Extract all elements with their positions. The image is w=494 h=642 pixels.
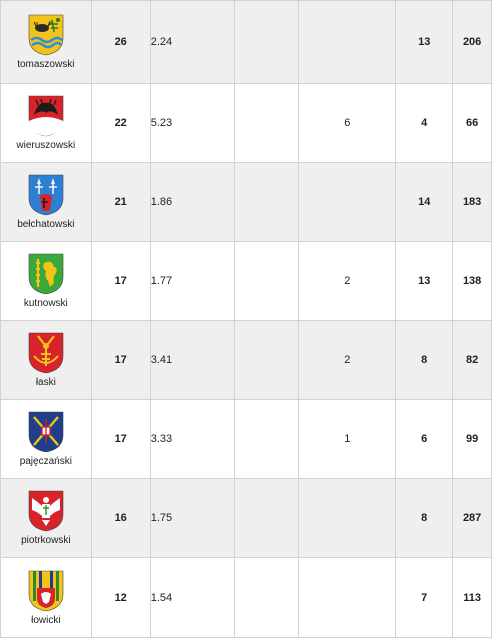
empty-cell [234, 241, 300, 321]
ratio-value: 2.24 [149, 0, 236, 84]
district-name: kutnowski [23, 298, 68, 309]
tomaszowski-coat-of-arms-icon [28, 14, 64, 56]
pink-value: 113 [452, 557, 492, 638]
red-value: 26 [90, 0, 151, 84]
kutnowski-coat-of-arms-icon [28, 253, 64, 295]
ratio-value: 5.23 [149, 83, 236, 163]
lowicki-coat-of-arms-icon [28, 570, 64, 611]
mid-value: 2 [298, 320, 397, 400]
empty-cell [234, 0, 300, 84]
table-row: tomaszowski 26 2.24 13 206 [0, 0, 492, 84]
district-cell: łaski [0, 320, 92, 400]
mid-value [298, 0, 397, 84]
district-cell: piotrkowski [0, 478, 92, 558]
empty-cell [234, 162, 300, 242]
mid-value [298, 557, 397, 638]
green-value: 8 [395, 320, 454, 400]
red-value: 17 [90, 241, 151, 321]
district-name: pajęczański [19, 456, 72, 467]
pink-value: 138 [452, 241, 492, 321]
table-row: kutnowski 17 1.77 2 13 138 [0, 241, 492, 321]
district-cell: wieruszowski [0, 83, 92, 163]
ratio-value: 3.33 [149, 399, 236, 479]
district-name: łaski [35, 377, 56, 388]
mid-value [298, 478, 397, 558]
district-name: łowicki [31, 614, 61, 626]
belchatowski-coat-of-arms-icon [28, 174, 64, 216]
red-value: 17 [90, 320, 151, 400]
district-cell: pajęczański [0, 399, 92, 479]
district-name: wieruszowski [16, 140, 76, 151]
pink-value: 99 [452, 399, 492, 479]
table-row: bełchatowski 21 1.86 14 183 [0, 162, 492, 242]
red-value: 22 [90, 83, 151, 163]
red-value: 17 [90, 399, 151, 479]
ratio-value: 1.75 [149, 478, 236, 558]
ratio-value: 1.54 [149, 557, 236, 638]
district-name: bełchatowski [17, 219, 75, 230]
table-row: łowicki 12 1.54 7 113 [0, 557, 492, 638]
mid-value: 1 [298, 399, 397, 479]
green-value: 8 [395, 478, 454, 558]
district-name: piotrkowski [21, 535, 71, 546]
district-cell: łowicki [0, 557, 92, 638]
green-value: 14 [395, 162, 454, 242]
red-value: 12 [90, 557, 151, 638]
pink-value: 82 [452, 320, 492, 400]
mid-value: 6 [298, 83, 397, 163]
table-row: łaski 17 3.41 2 8 82 [0, 320, 492, 400]
table-row: pajęczański 17 3.33 1 6 99 [0, 399, 492, 479]
piotrkowski-coat-of-arms-icon [28, 490, 64, 532]
mid-value: 2 [298, 241, 397, 321]
empty-cell [234, 320, 300, 400]
ratio-value: 1.86 [149, 162, 236, 242]
district-cell: kutnowski [0, 241, 92, 321]
red-value: 21 [90, 162, 151, 242]
green-value: 6 [395, 399, 454, 479]
ratio-value: 3.41 [149, 320, 236, 400]
empty-cell [234, 478, 300, 558]
mid-value [298, 162, 397, 242]
pink-value: 66 [452, 83, 492, 163]
wieruszowski-coat-of-arms-icon [28, 95, 64, 137]
pink-value: 287 [452, 478, 492, 558]
district-cell: tomaszowski [0, 0, 92, 84]
pink-value: 206 [452, 0, 492, 84]
district-name: tomaszowski [17, 59, 75, 70]
green-value: 7 [395, 557, 454, 638]
table-row: piotrkowski 16 1.75 8 287 [0, 478, 492, 558]
pajeczanski-coat-of-arms-icon [28, 411, 64, 453]
pink-value: 183 [452, 162, 492, 242]
red-value: 16 [90, 478, 151, 558]
laski-coat-of-arms-icon [28, 332, 64, 374]
table-row: wieruszowski 22 5.23 6 4 66 [0, 83, 492, 163]
green-value: 4 [395, 83, 454, 163]
ratio-value: 1.77 [149, 241, 236, 321]
green-value: 13 [395, 241, 454, 321]
green-value: 13 [395, 0, 454, 84]
district-cell: bełchatowski [0, 162, 92, 242]
empty-cell [234, 399, 300, 479]
empty-cell [234, 83, 300, 163]
empty-cell [234, 557, 300, 638]
